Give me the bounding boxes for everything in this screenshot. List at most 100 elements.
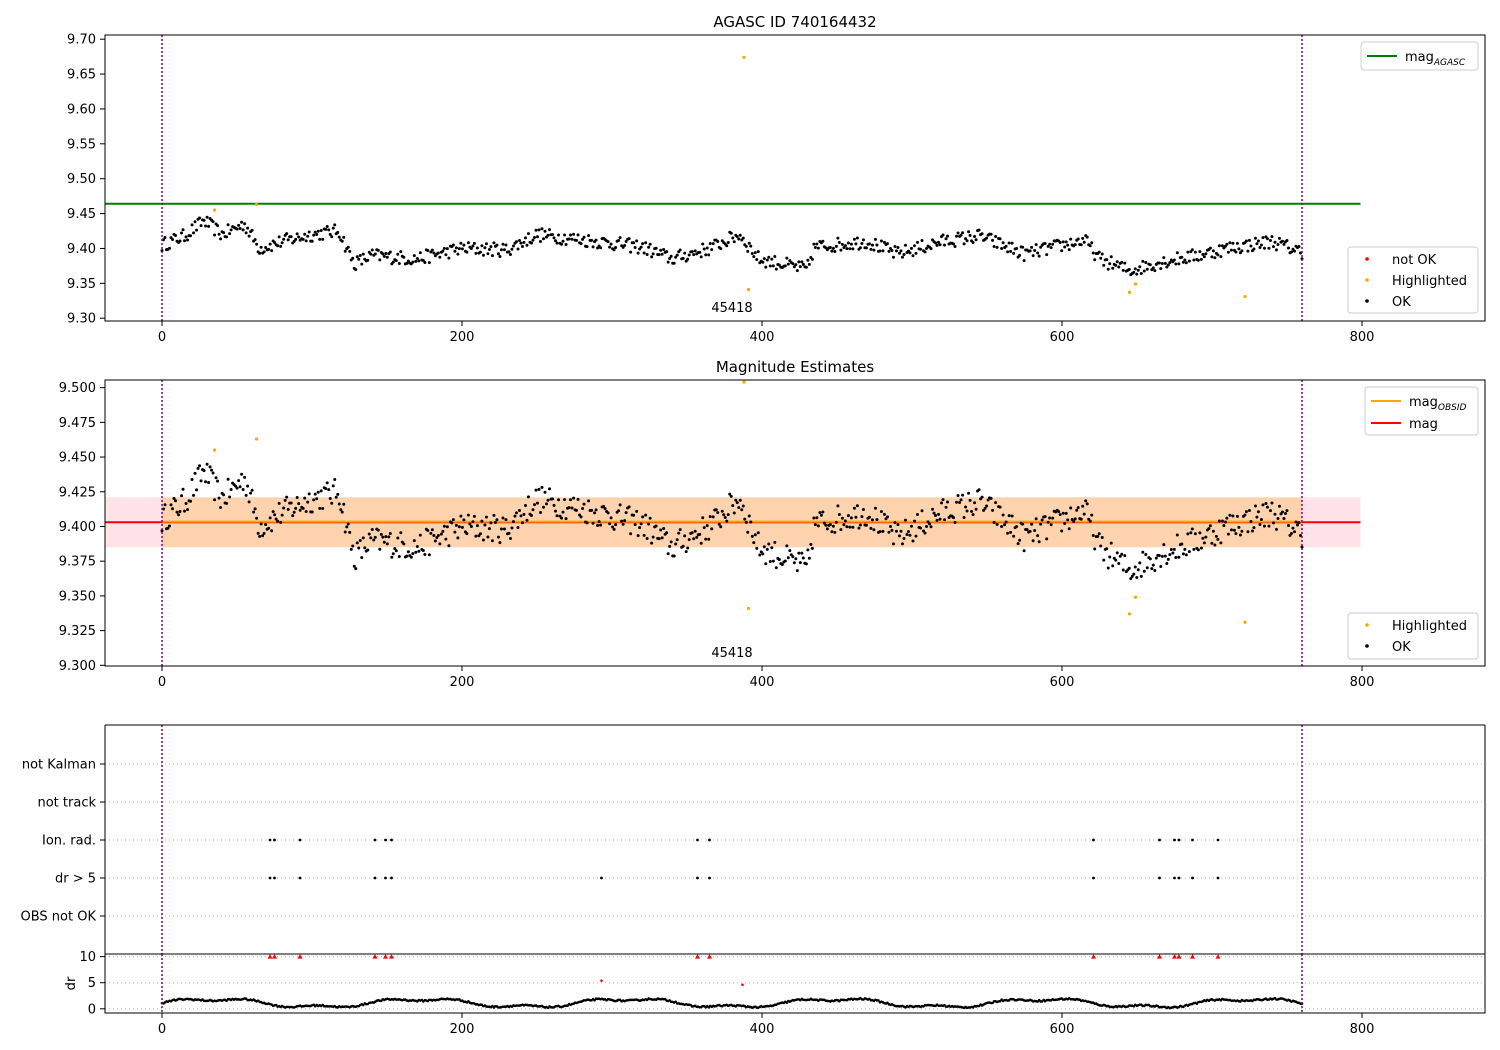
data-point [1202,541,1206,545]
data-point [196,466,200,470]
data-point [1240,249,1244,253]
data-point [881,529,885,533]
data-point [638,526,642,530]
data-point [226,477,230,481]
data-point [1064,511,1068,515]
data-point [316,229,320,233]
data-point [561,239,565,243]
x-tick-label: 200 [450,1022,475,1037]
data-point [1127,566,1131,570]
highlighted-point [254,202,259,207]
data-point [270,529,274,533]
x-tick-label: 800 [1350,675,1375,690]
data-point [1282,242,1286,246]
data-point [1289,532,1293,536]
data-point [964,505,968,509]
y-tick-label: 9.350 [59,589,96,604]
data-point [815,516,819,520]
x-tick-label: 200 [450,330,475,345]
data-point [399,250,403,254]
data-point [259,522,263,526]
data-point [283,498,287,502]
flag-point [1158,876,1161,880]
data-point [523,236,527,240]
data-point [1216,253,1220,257]
data-point [545,502,549,506]
data-point [1111,564,1115,568]
data-point [1171,551,1175,555]
data-point [1100,252,1104,256]
data-point [195,488,199,492]
data-point [756,531,760,535]
data-point [1051,516,1055,520]
data-point [519,241,523,245]
data-point [1022,549,1026,553]
data-point [768,264,772,268]
data-point [1111,266,1115,270]
data-point [1193,532,1197,536]
data-point [900,255,904,259]
data-point [379,532,383,536]
data-point [402,255,406,259]
data-point [681,256,685,260]
data-point [582,235,586,239]
data-point [1081,504,1085,508]
dr-clipped-marker [267,954,273,959]
data-point [651,252,655,256]
data-point [175,510,179,514]
data-point [1273,240,1277,244]
data-point [207,481,211,485]
data-point [1244,239,1248,243]
data-point [511,520,515,524]
data-point [1117,561,1121,565]
data-point [726,241,730,245]
flag-point [268,838,272,842]
data-point [495,243,499,247]
data-point [934,513,938,517]
x-tick-label: 600 [1050,330,1075,345]
data-point [493,520,497,524]
data-point [946,500,950,504]
data-point [184,235,188,239]
data-point [351,256,355,260]
data-point [746,249,750,253]
data-point [1123,261,1127,265]
data-point [903,518,907,522]
flag-point [708,838,711,842]
data-point [612,527,616,531]
data-point [825,527,829,531]
data-point [542,237,546,241]
data-point [534,228,538,232]
flag-point [273,838,276,842]
data-point [444,253,448,257]
data-point [843,519,847,523]
data-point [890,528,894,532]
data-point [330,501,334,505]
data-point [812,242,816,246]
data-point [854,242,858,246]
obsid-label: 45418 [711,646,752,661]
data-point [354,567,358,571]
data-point [675,253,679,257]
data-point [788,259,792,263]
data-point [222,493,226,497]
data-point [749,520,753,524]
data-point [522,240,526,244]
flag-point [1092,876,1095,880]
data-point [432,533,436,537]
data-point [819,513,823,517]
data-point [587,234,591,238]
data-point [873,506,877,510]
data-point [258,534,262,538]
data-point [1093,258,1097,262]
data-point [867,515,871,519]
data-point [331,484,335,488]
data-point [318,237,322,241]
data-point [1267,524,1271,528]
data-point [1166,263,1170,267]
data-point [992,521,996,525]
data-point [1274,527,1278,531]
data-point [1163,261,1167,265]
data-point [627,237,631,241]
data-point [1271,521,1275,525]
